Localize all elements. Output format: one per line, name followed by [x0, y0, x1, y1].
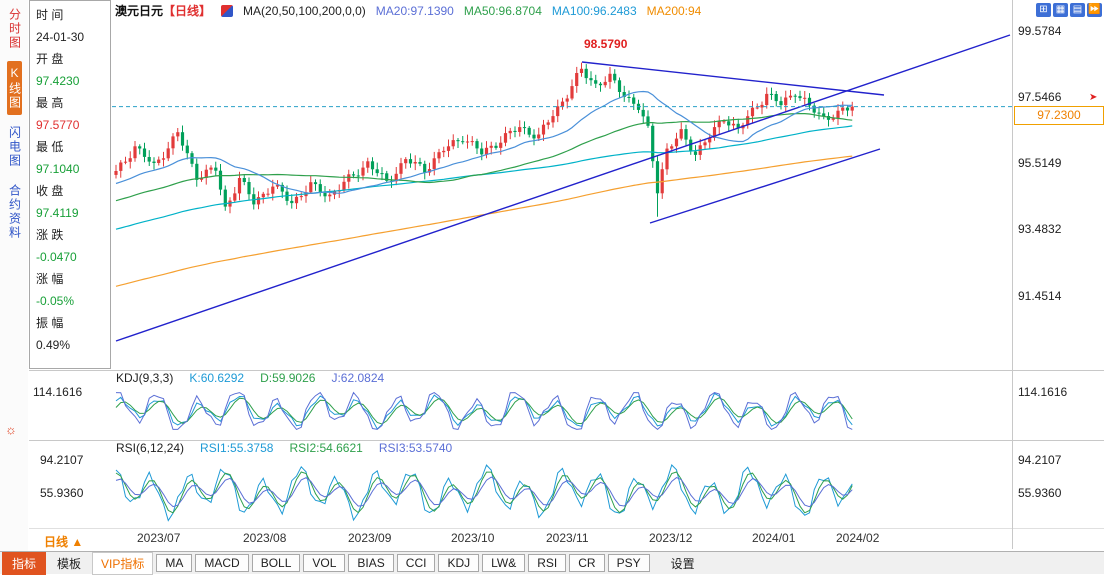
- period-tag: 【日线】: [163, 4, 212, 18]
- x-axis-label: 2023/12: [649, 531, 693, 545]
- rsi-axis-label-left: 55.9360: [40, 486, 84, 500]
- divider: [29, 528, 1104, 529]
- info-value: 97.4119: [36, 206, 79, 220]
- toolbar-kdj-button[interactable]: KDJ: [438, 554, 480, 572]
- y-axis-label: 93.4832: [1018, 222, 1062, 236]
- toolbar-bias-button[interactable]: BIAS: [348, 554, 394, 572]
- x-axis-label: 2024/02: [836, 531, 880, 545]
- period-selector[interactable]: 日线 ▲: [44, 533, 83, 550]
- x-axis-label: 2023/09: [348, 531, 392, 545]
- toolbar-boll-button[interactable]: BOLL: [251, 554, 301, 572]
- last-price-tag: 97.2300: [1014, 106, 1104, 125]
- info-value: 24-01-30: [36, 30, 85, 44]
- bottom-toolbar: 指标 模板 VIP指标 MA MACD BOLL VOL BIAS CCI KD…: [0, 551, 1104, 575]
- info-value: 97.1040: [36, 162, 80, 176]
- tab-contract-info[interactable]: 合约资料: [7, 184, 22, 240]
- kdj-title: KDJ(9,3,3): [116, 371, 174, 385]
- ma20-value: MA20:97.1390: [375, 4, 454, 18]
- tab-time-chart[interactable]: 分时图: [7, 8, 22, 50]
- info-label: 振 幅: [36, 316, 64, 330]
- kdj-axis-label-left: 114.1616: [33, 385, 83, 399]
- info-label: 时 间: [36, 8, 64, 22]
- rsi3-value: RSI3:53.5740: [378, 441, 453, 455]
- toolbar-template-button[interactable]: 模板: [57, 556, 82, 571]
- toolbar-cci-button[interactable]: CCI: [396, 554, 436, 572]
- single-panel-icon[interactable]: ▦: [1053, 3, 1068, 17]
- kdj-axis-label-right: 114.1616: [1018, 385, 1068, 399]
- info-value: 0.49%: [36, 338, 71, 352]
- y-axis-label: 97.5466: [1018, 90, 1062, 104]
- info-value: -0.05%: [36, 294, 75, 308]
- rsi2-value: RSI2:54.6621: [289, 441, 363, 455]
- ohlc-info-panel: 时 间 24-01-30 开 盘 97.4230 最 高 97.5770 最 低…: [29, 0, 111, 369]
- y-axis-label: 95.5149: [1018, 156, 1062, 170]
- tab-kline-chart[interactable]: K线图: [6, 61, 22, 115]
- info-label: 涨 跌: [36, 228, 64, 242]
- indicator-logo-icon: [221, 5, 234, 17]
- chart-header: 澳元日元【日线】 MA(20,50,100,200,0,0) MA20:97.1…: [115, 2, 1031, 20]
- multi-panel-icon[interactable]: ▤: [1070, 3, 1085, 17]
- info-label: 最 高: [36, 96, 64, 110]
- ma50-value: MA50:96.8704: [463, 4, 542, 18]
- grid-layout-icon[interactable]: ⊞: [1036, 3, 1051, 17]
- window-layout-buttons: ⊞ ▦ ▤ ⏩: [1036, 3, 1102, 17]
- toolbar-indicator-button[interactable]: 指标: [2, 551, 47, 575]
- axis-divider: [1012, 0, 1013, 549]
- y-axis-label: 91.4514: [1018, 289, 1062, 303]
- left-tab-strip: 分时图 K线图 闪电图 合约资料: [0, 0, 28, 574]
- kdj-d-value: D:59.9026: [260, 371, 316, 385]
- toolbar-macd-button[interactable]: MACD: [195, 554, 249, 572]
- info-value: -0.0470: [36, 250, 77, 264]
- expand-icon[interactable]: ⏩: [1087, 3, 1102, 17]
- chevron-up-icon: ▲: [71, 535, 84, 549]
- toolbar-psy-button[interactable]: PSY: [607, 554, 650, 572]
- divider: [29, 370, 1104, 371]
- rsi-axis-label-right: 55.9360: [1018, 486, 1062, 500]
- sun-icon[interactable]: ☼: [5, 422, 17, 437]
- kdj-k-value: K:60.6292: [189, 371, 245, 385]
- ma100-value: MA100:96.2483: [551, 4, 637, 18]
- ma200-value: MA200:94: [646, 4, 702, 18]
- toolbar-ma-button[interactable]: MA: [156, 554, 193, 572]
- rsi1-value: RSI1:55.3758: [200, 441, 274, 455]
- info-label: 涨 幅: [36, 272, 64, 286]
- x-axis-label: 2023/08: [243, 531, 287, 545]
- info-label: 最 低: [36, 140, 64, 154]
- rsi-axis-label-left: 94.2107: [40, 453, 84, 467]
- rsi-title: RSI(6,12,24): [116, 441, 185, 455]
- x-axis-label: 2023/10: [451, 531, 495, 545]
- rsi-indicator-chart[interactable]: [112, 458, 1012, 526]
- info-label: 收 盘: [36, 184, 64, 198]
- kdj-j-value: J:62.0824: [331, 371, 385, 385]
- toolbar-vip-indicator-button[interactable]: VIP指标: [92, 551, 154, 575]
- x-axis-label: 2023/11: [546, 531, 589, 545]
- peak-price-annotation: 98.5790: [584, 37, 628, 51]
- divider: [29, 440, 1104, 441]
- tab-flash-chart[interactable]: 闪电图: [7, 126, 22, 168]
- toolbar-cr-button[interactable]: CR: [569, 554, 605, 572]
- y-axis-label: 99.5784: [1018, 24, 1062, 38]
- period-label: 日线: [44, 535, 69, 549]
- main-candlestick-chart[interactable]: [112, 25, 1012, 365]
- toolbar-rsi-button[interactable]: RSI: [528, 554, 567, 572]
- toolbar-settings-button[interactable]: 设置: [670, 556, 695, 571]
- rsi-axis-label-right: 94.2107: [1018, 453, 1062, 467]
- info-value: 97.5770: [36, 118, 80, 132]
- kdj-indicator-chart[interactable]: [112, 388, 1012, 434]
- toolbar-lw-button[interactable]: LW&: [482, 554, 526, 572]
- price-arrow-icon: ➤: [1089, 92, 1098, 103]
- x-axis-label: 2023/07: [137, 531, 181, 545]
- info-value: 97.4230: [36, 74, 80, 88]
- kdj-header: KDJ(9,3,3) K:60.6292 D:59.9026 J:62.0824: [116, 371, 384, 385]
- rsi-header: RSI(6,12,24) RSI1:55.3758 RSI2:54.6621 R…: [116, 441, 452, 455]
- ma-group-label: MA(20,50,100,200,0,0): [243, 4, 366, 18]
- toolbar-vol-button[interactable]: VOL: [303, 554, 346, 572]
- x-axis-label: 2024/01: [752, 531, 796, 545]
- info-label: 开 盘: [36, 52, 64, 66]
- symbol-name: 澳元日元: [115, 4, 164, 18]
